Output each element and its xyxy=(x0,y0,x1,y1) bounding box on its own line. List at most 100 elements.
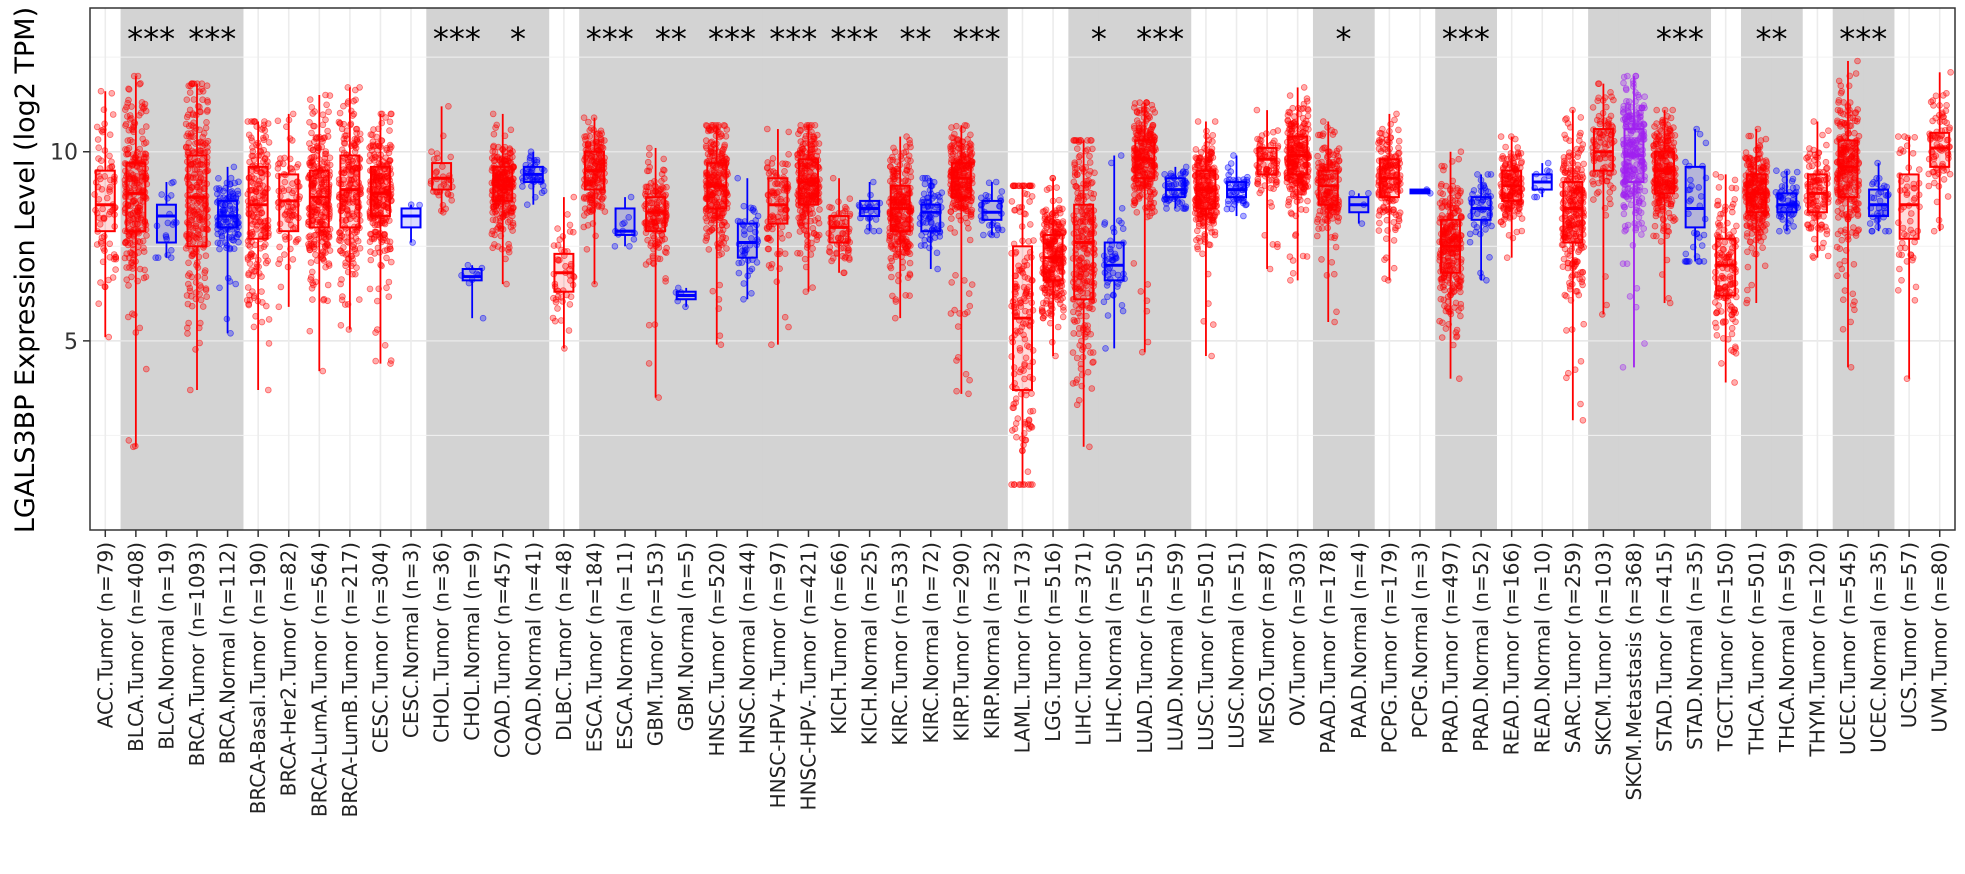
sample-point xyxy=(764,235,771,242)
sample-point xyxy=(265,316,273,323)
sample-point xyxy=(799,145,807,153)
sample-point xyxy=(1119,225,1127,233)
sample-points xyxy=(91,57,1954,488)
sample-point xyxy=(158,191,166,198)
sample-point xyxy=(131,184,138,192)
sample-point xyxy=(740,202,748,210)
sample-point xyxy=(430,156,438,163)
sample-point xyxy=(322,148,330,155)
shade-band xyxy=(1863,8,1895,530)
sample-point xyxy=(1090,358,1097,366)
sample-point xyxy=(718,221,726,229)
sample-point xyxy=(552,298,560,306)
sample-point xyxy=(921,180,929,188)
sample-point xyxy=(320,249,327,256)
sample-point xyxy=(723,156,731,163)
sample-point xyxy=(797,127,804,134)
sample-point xyxy=(1137,288,1145,295)
sample-point xyxy=(814,148,822,155)
sample-point xyxy=(356,130,364,138)
sample-point xyxy=(1074,194,1082,202)
sample-point xyxy=(1084,368,1092,376)
sample-point xyxy=(312,231,320,239)
sample-point xyxy=(1073,354,1081,362)
sample-point xyxy=(716,332,724,340)
sample-point xyxy=(197,284,205,291)
sample-point xyxy=(907,168,914,175)
sample-point xyxy=(203,119,210,126)
sample-point xyxy=(951,148,959,155)
sample-point xyxy=(962,214,969,222)
sample-point xyxy=(139,135,147,143)
shade-band xyxy=(518,8,550,530)
sample-point xyxy=(97,175,104,183)
sample-point xyxy=(551,317,559,325)
sample-point xyxy=(122,238,129,246)
sample-point xyxy=(106,131,114,139)
sample-point xyxy=(140,274,148,282)
sample-point xyxy=(125,437,133,444)
sample-point xyxy=(1130,260,1138,267)
sample-point xyxy=(785,151,792,158)
sample-point xyxy=(137,216,145,223)
sample-point xyxy=(781,313,789,321)
sample-point xyxy=(992,178,1000,186)
sample-point xyxy=(378,137,385,145)
sample-point xyxy=(1045,290,1053,297)
sample-point xyxy=(127,211,135,219)
sample-point xyxy=(735,269,743,277)
sample-point xyxy=(281,233,289,240)
sample-point xyxy=(123,146,131,154)
sample-point xyxy=(906,292,913,300)
sample-point xyxy=(262,259,270,267)
sample-point xyxy=(720,122,728,129)
sample-point xyxy=(872,216,880,223)
sample-point xyxy=(351,247,358,254)
sample-point xyxy=(947,310,955,317)
sample-point xyxy=(1073,376,1081,383)
sample-point xyxy=(779,160,786,168)
sample-point xyxy=(340,244,347,251)
sample-point xyxy=(993,231,1000,239)
sample-point xyxy=(96,221,104,228)
sample-point xyxy=(244,118,252,125)
shade-band xyxy=(609,8,641,530)
sample-point xyxy=(125,86,133,93)
sample-point xyxy=(1118,301,1126,309)
sample-point xyxy=(323,241,331,248)
sample-point xyxy=(442,205,450,213)
sample-point xyxy=(323,160,331,167)
sample-point xyxy=(123,103,130,111)
sample-point xyxy=(797,122,804,129)
sample-point xyxy=(1144,338,1152,346)
sample-point xyxy=(1012,395,1020,403)
sample-point xyxy=(382,114,389,121)
sample-point xyxy=(216,194,224,201)
sample-point xyxy=(136,324,144,332)
sample-point xyxy=(367,256,375,264)
sample-point xyxy=(660,155,667,163)
sample-point xyxy=(277,283,285,291)
sample-point xyxy=(627,193,635,201)
sample-point xyxy=(388,110,395,118)
sample-point xyxy=(1181,170,1189,178)
sample-point xyxy=(1150,190,1158,198)
sample-point xyxy=(809,245,816,252)
sample-point xyxy=(1071,318,1079,325)
sample-point xyxy=(183,113,191,121)
sample-point xyxy=(507,126,515,134)
sample-point xyxy=(966,236,974,244)
sample-point xyxy=(816,206,823,213)
sample-point xyxy=(965,225,972,232)
sample-point xyxy=(580,223,588,231)
sample-point xyxy=(197,138,204,146)
sample-point xyxy=(763,125,771,133)
sample-point xyxy=(164,219,172,227)
sample-point xyxy=(227,174,235,182)
sample-point xyxy=(306,119,313,126)
sample-point xyxy=(133,220,141,228)
sample-point xyxy=(626,243,633,250)
sample-point xyxy=(100,215,108,223)
sample-point xyxy=(815,140,823,147)
sample-point xyxy=(645,258,653,265)
